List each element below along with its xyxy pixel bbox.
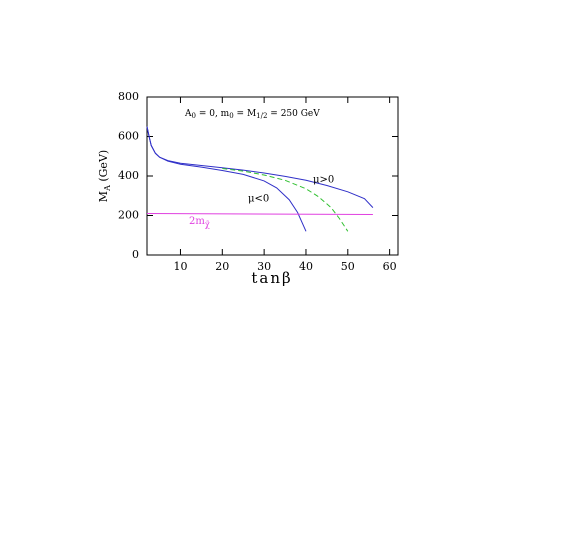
y-tick-label: 200	[118, 209, 139, 222]
chi-part: 2m	[189, 216, 205, 227]
y-tick-label: 0	[132, 248, 139, 261]
title-part: 1/2	[256, 112, 267, 120]
title-part: A	[184, 109, 192, 119]
title-part: = 250 GeV	[267, 109, 320, 119]
y-tick-label: 400	[118, 169, 139, 182]
x-tick-label: 50	[341, 260, 355, 273]
y-tick-label: 600	[118, 130, 139, 143]
y-axis-label: MA (GeV)	[97, 150, 112, 202]
series-label: μ<0	[248, 194, 269, 205]
ylabel-part: A	[103, 185, 112, 192]
series-line	[146, 213, 373, 215]
title-part: = M	[234, 109, 256, 119]
ylabel-part: M	[97, 191, 110, 202]
title-part: = 0, m	[196, 109, 230, 119]
y-tick-label: 800	[118, 90, 139, 103]
ylabel-part: (GeV)	[97, 150, 110, 185]
plot-frame	[146, 96, 399, 256]
x-tick-label: 60	[383, 260, 397, 273]
title-part: 0	[229, 112, 233, 120]
x-tick-label: 10	[173, 260, 187, 273]
chart-title: A0 = 0, m0 = M1/2 = 250 GeV	[184, 109, 320, 121]
chi-part: χ̃	[205, 220, 210, 229]
x-axis-label: tanβ	[251, 269, 292, 287]
series-label: μ>0	[313, 175, 334, 186]
x-tick-label: 20	[215, 260, 229, 273]
title-part: 0	[192, 112, 196, 120]
series-line	[222, 168, 349, 232]
x-tick-label: 30	[257, 260, 271, 273]
series-line	[146, 126, 307, 232]
chi-label: 2mχ̃	[189, 216, 210, 230]
x-tick-label: 40	[299, 260, 313, 273]
